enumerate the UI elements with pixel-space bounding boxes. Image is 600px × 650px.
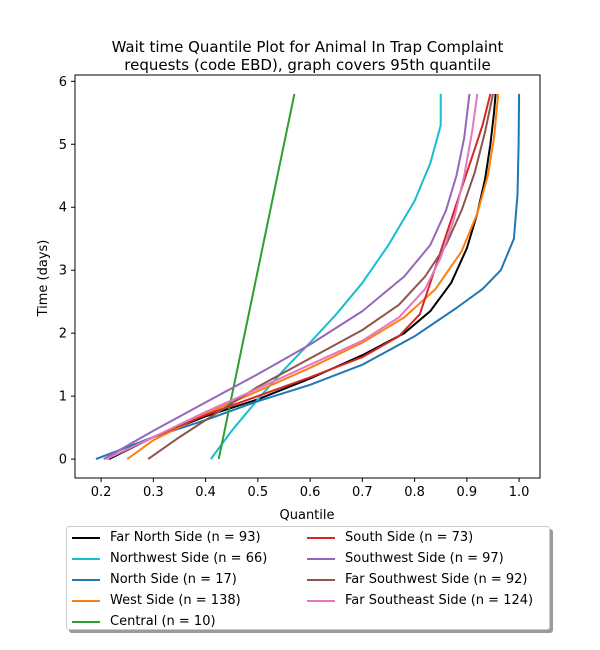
- y-tick-label: 6: [59, 75, 67, 90]
- legend-swatch: [72, 579, 100, 581]
- x-axis-label: Quantile: [280, 508, 335, 523]
- legend-label: North Side (n = 17): [110, 572, 237, 587]
- series-line-5: [105, 93, 492, 461]
- x-tick-label: 0.2: [91, 485, 112, 500]
- legend-swatch: [307, 537, 335, 539]
- legend-label: Central (n = 10): [110, 614, 216, 629]
- plot-frame: [74, 74, 541, 479]
- legend-label: Far Southwest Side (n = 92): [345, 572, 528, 587]
- series-line-7: [147, 93, 494, 460]
- y-tick-label: 5: [59, 138, 67, 153]
- x-tick-label: 1.0: [509, 485, 530, 500]
- series-layer: [95, 93, 521, 461]
- legend-swatch: [307, 558, 335, 560]
- legend-swatch: [72, 537, 100, 539]
- legend-label: Far North Side (n = 93): [110, 530, 261, 545]
- x-tick-label: 0.9: [457, 485, 478, 500]
- series-line-1: [209, 93, 442, 460]
- chart-title-line-2: requests (code EBD), graph covers 95th q…: [124, 56, 491, 74]
- x-tick-label: 0.4: [195, 485, 216, 500]
- chart-title-line-1: Wait time Quantile Plot for Animal In Tr…: [111, 38, 504, 56]
- legend-label: Far Southeast Side (n = 124): [345, 593, 534, 608]
- legend-swatch: [72, 600, 100, 602]
- legend-swatch: [307, 600, 335, 602]
- x-tick-label: 0.3: [143, 485, 164, 500]
- y-tick-label: 0: [59, 453, 67, 468]
- series-line-4: [217, 93, 296, 460]
- series-line-3: [126, 93, 500, 460]
- legend: Far North Side (n = 93) Northwest Side (n…: [66, 526, 550, 630]
- series-line-0: [108, 93, 497, 460]
- series-line-2: [95, 93, 521, 461]
- series-line-8: [105, 93, 479, 461]
- x-tick-label: 0.7: [352, 485, 373, 500]
- y-axis-label: Time (days): [36, 240, 51, 318]
- legend-label: South Side (n = 73): [345, 530, 474, 545]
- legend-swatch: [72, 558, 100, 560]
- legend-label: Southwest Side (n = 97): [345, 551, 504, 566]
- legend-label: Northwest Side (n = 66): [110, 551, 268, 566]
- legend-swatch: [307, 579, 335, 581]
- y-tick-label: 2: [59, 327, 67, 342]
- y-tick-label: 3: [59, 264, 67, 279]
- x-tick-label: 0.5: [248, 485, 269, 500]
- y-tick-label: 4: [59, 201, 67, 216]
- y-tick-label: 1: [59, 390, 67, 405]
- x-tick-label: 0.8: [404, 485, 425, 500]
- legend-swatch: [72, 621, 100, 623]
- legend-label: West Side (n = 138): [110, 593, 241, 608]
- ticks-layer: 0.2 0.3 0.4 0.5 0.6 0.7 0.8 0.9 1.0 0 1 2 3 4 5 6: [59, 75, 530, 500]
- series-line-6: [103, 93, 471, 460]
- x-tick-label: 0.6: [300, 485, 321, 500]
